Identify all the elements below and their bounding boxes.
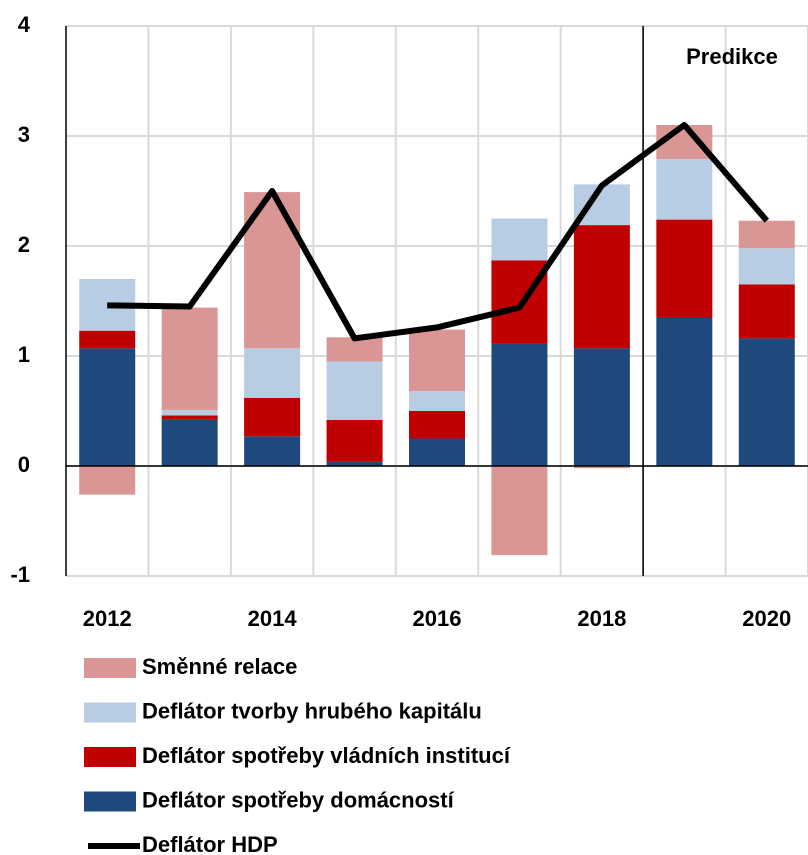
bar bbox=[573, 466, 630, 469]
legend-label: Deflátor tvorby hrubého kapitálu bbox=[142, 698, 482, 723]
bar bbox=[244, 348, 301, 398]
bar bbox=[161, 419, 218, 466]
legend-swatch bbox=[84, 658, 136, 678]
y-tick-label: 0 bbox=[18, 452, 30, 477]
bar bbox=[738, 220, 795, 249]
line-series bbox=[107, 122, 770, 342]
bar bbox=[409, 329, 465, 392]
bar bbox=[573, 225, 630, 349]
legend-label: Deflátor spotřeby domácností bbox=[142, 787, 455, 812]
bar bbox=[161, 409, 218, 416]
y-tick-label: 2 bbox=[18, 232, 30, 257]
bar bbox=[244, 397, 301, 437]
bar bbox=[409, 391, 465, 411]
annotation: Predikce bbox=[686, 44, 778, 69]
bar bbox=[738, 284, 795, 339]
y-tick-label: 1 bbox=[18, 342, 30, 367]
x-tick-label: 2016 bbox=[413, 606, 462, 631]
x-tick-label: 2014 bbox=[248, 606, 298, 631]
x-tick-label: 2012 bbox=[83, 606, 132, 631]
y-tick-label: 4 bbox=[18, 12, 31, 37]
foreground: -1 0 1 2 3 4 2012 2014 2016 2018 2020 Predikce Směnn… bbox=[10, 12, 808, 855]
bar bbox=[161, 415, 218, 420]
bar bbox=[409, 411, 465, 439]
bar bbox=[326, 361, 383, 420]
bar bbox=[326, 461, 383, 466]
legend-swatch bbox=[84, 791, 136, 812]
bar bbox=[244, 436, 301, 466]
legend-swatch bbox=[84, 702, 136, 723]
legend-label: Deflátor spotřeby vládních institucí bbox=[142, 743, 511, 768]
bars bbox=[79, 125, 795, 556]
y-tick-label: -1 bbox=[10, 562, 30, 587]
bar bbox=[738, 338, 795, 466]
bar bbox=[491, 343, 548, 466]
bar bbox=[656, 219, 713, 318]
bar bbox=[409, 438, 465, 466]
bar bbox=[491, 218, 548, 261]
bar bbox=[738, 248, 795, 285]
bar bbox=[161, 307, 218, 410]
bar bbox=[326, 419, 383, 462]
bar bbox=[79, 330, 136, 349]
x-tick-label: 2018 bbox=[577, 606, 626, 631]
bar bbox=[79, 348, 136, 466]
bar bbox=[491, 466, 548, 556]
bar bbox=[491, 260, 548, 344]
bar bbox=[79, 466, 136, 495]
legend-label: Směnné relace bbox=[142, 654, 297, 679]
bar bbox=[656, 159, 713, 220]
legend-swatch bbox=[84, 747, 136, 767]
legend-label: Deflátor HDP bbox=[142, 832, 278, 855]
bar bbox=[573, 348, 630, 466]
bar bbox=[656, 317, 713, 466]
x-tick-label: 2020 bbox=[742, 606, 791, 631]
y-tick-label: 3 bbox=[18, 122, 30, 147]
